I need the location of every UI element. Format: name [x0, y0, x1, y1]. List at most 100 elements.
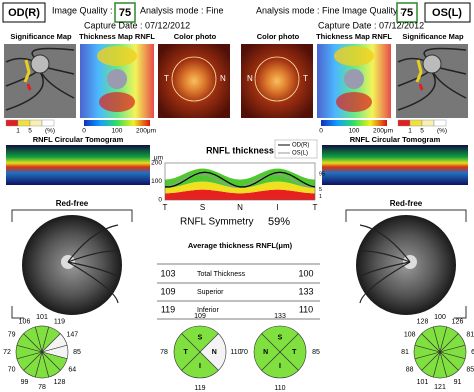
label: Capture Date : 07/12/2012 — [84, 20, 190, 30]
scale-label: 5 — [28, 128, 32, 135]
y-tick-label: 100 — [151, 178, 162, 185]
quadrant-sector — [261, 325, 299, 353]
panel-title: Color photo — [174, 32, 217, 41]
scale-swatch — [433, 119, 447, 127]
vessel — [67, 261, 119, 278]
clock-value: 78 — [38, 384, 46, 391]
label: Capture Date : 07/12/2012 — [318, 20, 424, 30]
scale-swatch — [5, 119, 19, 127]
panel-title: Thickness Map RNFL — [316, 32, 392, 41]
quadrant-sector — [253, 333, 281, 371]
significance-flag — [418, 83, 424, 91]
axis-unit: μm — [154, 155, 163, 162]
quadrant-sector — [199, 333, 227, 371]
clock-value: 106 — [19, 319, 31, 326]
x-tick-label: I — [276, 203, 278, 212]
clock-value: 91 — [454, 379, 462, 386]
clock-value: 99 — [21, 379, 29, 386]
quadrant-letter: N — [263, 349, 268, 356]
quadrant-value: 110 — [274, 385, 285, 392]
clock-value: 121 — [434, 384, 446, 391]
quadrant-sector — [261, 351, 299, 379]
scale-label: 100 — [349, 128, 360, 135]
quadrant-letter: I — [279, 363, 281, 370]
vessel — [67, 224, 119, 263]
os-value: 110 — [299, 304, 313, 314]
quadrant-letter: I — [199, 363, 201, 370]
thick-zone — [99, 92, 135, 112]
clock-value: 101 — [417, 379, 429, 386]
vessel — [359, 250, 411, 263]
photo-letter: T — [164, 74, 169, 83]
legend-label: OS(L) — [292, 151, 308, 157]
band-label: 5 — [319, 187, 322, 193]
quadrant-letter: S — [198, 335, 203, 342]
scale-label: 100 — [112, 128, 123, 135]
label: 75 — [401, 7, 413, 19]
scale-label: (%) — [45, 128, 55, 135]
quadrant-value: 133 — [274, 313, 286, 320]
panel-title: Thickness Map RNFL — [79, 32, 155, 41]
vessel — [5, 71, 44, 111]
panel-title: Color photo — [257, 32, 300, 41]
vessel — [359, 261, 411, 304]
photo-letter: N — [220, 74, 226, 83]
scale-label: (%) — [437, 128, 447, 135]
scan-circle — [171, 56, 217, 102]
quadrant-value: 85 — [312, 349, 320, 356]
quality-box — [396, 2, 418, 23]
quadrant-value: 70 — [240, 349, 248, 356]
od-value: 103 — [160, 268, 175, 278]
label: Image Quality : — [52, 5, 113, 15]
clock-value: 88 — [406, 366, 414, 373]
clock-value: 108 — [404, 331, 416, 338]
thick-zone — [97, 46, 137, 66]
symmetry-label: RNFL Symmetry — [180, 217, 254, 228]
color-photo — [158, 44, 230, 118]
thickness-curve — [164, 171, 316, 188]
significance-flag — [26, 83, 32, 91]
clock-value: 126 — [452, 319, 464, 326]
clock-sector — [23, 326, 43, 354]
scale-label: 200μm — [373, 128, 393, 135]
scale-label: 0 — [82, 128, 86, 135]
od-value: 119 — [161, 304, 175, 314]
tomogram — [6, 145, 150, 185]
od-value: 109 — [160, 286, 175, 296]
scale-swatch — [409, 119, 423, 127]
red-free-title: Red-free — [56, 199, 89, 208]
vessel — [359, 224, 411, 263]
chart-title: RNFL thickness — [206, 145, 274, 155]
clock-value: 147 — [66, 331, 78, 338]
red-free-title: Red-free — [390, 199, 423, 208]
tomogram-title: RNFL Circular Tomogram — [350, 135, 441, 144]
quadrant-letter: T — [292, 349, 297, 356]
significance-flag — [23, 59, 31, 83]
color-photo — [241, 44, 313, 118]
scale-bar — [321, 120, 387, 126]
label: 75 — [119, 7, 131, 19]
clock-value: 81 — [466, 331, 474, 338]
symmetry-value: 59% — [268, 216, 290, 228]
clock-value: 101 — [36, 314, 48, 321]
clock-value: 63 — [471, 349, 474, 356]
eye-box — [424, 2, 471, 23]
disc — [344, 69, 364, 89]
quality-box — [114, 2, 136, 23]
quadrant-letter: S — [278, 335, 283, 342]
label: Analysis mode : Fine Image Quality : — [256, 5, 403, 15]
clock-value: 64 — [68, 366, 76, 373]
clock-value: 70 — [8, 366, 16, 373]
tomogram-title: RNFL Circular Tomogram — [33, 135, 124, 144]
scale-swatch — [397, 119, 411, 127]
clock-value: 85 — [466, 366, 474, 373]
clock-value: 79 — [8, 331, 16, 338]
x-tick-label: T — [163, 203, 168, 212]
vessel — [67, 261, 119, 304]
scale-swatch — [29, 119, 43, 127]
disc — [422, 54, 442, 74]
row-label: Total Thickness — [197, 271, 246, 278]
photo-letter: T — [303, 74, 308, 83]
quadrant-sector — [181, 351, 219, 379]
scan-circle — [254, 56, 300, 102]
